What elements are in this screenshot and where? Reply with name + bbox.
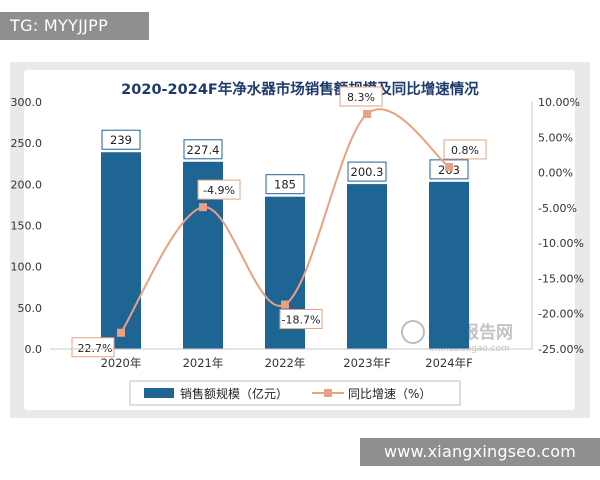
right-tick-label: 0.00% xyxy=(538,167,573,180)
legend-box xyxy=(129,380,461,406)
right-tick-label: -5.00% xyxy=(538,202,577,215)
bar-value-box xyxy=(347,161,387,182)
bar xyxy=(347,184,387,349)
line-point xyxy=(117,328,125,337)
legend-line-marker xyxy=(324,389,332,397)
line-value-label: -18.7% xyxy=(282,314,321,327)
line-value-label: 0.8% xyxy=(451,144,479,157)
left-tick-label: 250.0 xyxy=(11,137,43,150)
line-value-label: -4.9% xyxy=(203,184,235,197)
right-tick-label: -25.00% xyxy=(538,343,584,356)
line-value-box xyxy=(71,337,115,358)
bar xyxy=(101,152,141,349)
left-tick-label: 100.0 xyxy=(11,261,43,274)
left-axis: 0.0 50.0 100.0 150.0 200.0 250.0 300.0 xyxy=(11,96,43,356)
chart-card: 2020-2024F年净水器市场销售额规模及同比增速情况 0.0 50.0 100.… xyxy=(10,62,590,418)
right-tick-label: 10.00% xyxy=(538,96,580,109)
bar-value-box xyxy=(183,139,223,160)
right-tick-label: -15.00% xyxy=(538,272,584,285)
left-tick-label: 200.0 xyxy=(11,178,43,191)
bar-value-label: 227.4 xyxy=(187,143,220,157)
bar-value-box xyxy=(101,129,141,150)
x-tick-label: 2021年 xyxy=(183,356,224,370)
left-tick-label: 300.0 xyxy=(11,96,43,109)
legend: 销售额规模（亿元） 同比增速（%） xyxy=(129,380,461,406)
bar-value-label: 200.3 xyxy=(351,165,384,179)
right-tick-label: -10.00% xyxy=(538,237,584,250)
legend-line-label: 同比增速（%） xyxy=(348,387,431,401)
line-point xyxy=(281,300,289,309)
site-watermark: www.xiangxingseo.com xyxy=(360,438,600,466)
legend-bar-swatch xyxy=(144,388,174,398)
tag-label: TG: MYYJJPP xyxy=(0,12,149,40)
x-tick-label: 2022年 xyxy=(265,356,306,370)
chart-title: 2020-2024F年净水器市场销售额规模及同比增速情况 xyxy=(121,80,479,98)
line-value-box xyxy=(443,139,487,160)
line-value-label: 8.3% xyxy=(347,91,375,104)
left-tick-label: 0.0 xyxy=(25,343,43,356)
left-tick-label: 150.0 xyxy=(11,220,43,233)
bar-value-box xyxy=(265,174,305,195)
brand-logo-icon xyxy=(401,320,425,344)
bar-value-label: 185 xyxy=(274,178,296,192)
chart-canvas: 2020-2024F年净水器市场销售额规模及同比增速情况 0.0 50.0 100.… xyxy=(11,70,584,410)
line-series: -22.7% -4.9% -18.7% 8.3% 0.8% xyxy=(71,86,487,358)
right-axis: -25.00% -20.00% -15.00% -10.00% -5.00% 0.00% 5… xyxy=(531,96,584,356)
line-value-label: -22.7% xyxy=(74,342,113,355)
x-tick-label: 2020年 xyxy=(101,356,142,370)
bar-value-label: 239 xyxy=(110,133,132,147)
line-point xyxy=(199,203,207,212)
left-tick-label: 50.0 xyxy=(18,302,43,315)
line-point xyxy=(363,109,371,118)
bar xyxy=(429,181,469,349)
right-tick-label: 5.00% xyxy=(538,131,573,144)
line-value-box xyxy=(197,179,241,200)
x-tick-label: 2023年F xyxy=(343,356,390,370)
line-point xyxy=(445,162,453,171)
line-value-box xyxy=(279,309,323,330)
legend-bar-label: 销售额规模（亿元） xyxy=(180,386,288,401)
line-value-box xyxy=(339,86,383,107)
x-axis: 2020年 2021年 2022年 2023年F 2024年F xyxy=(50,348,532,370)
x-tick-label: 2024年F xyxy=(425,356,472,370)
right-tick-label: -20.00% xyxy=(538,308,584,321)
